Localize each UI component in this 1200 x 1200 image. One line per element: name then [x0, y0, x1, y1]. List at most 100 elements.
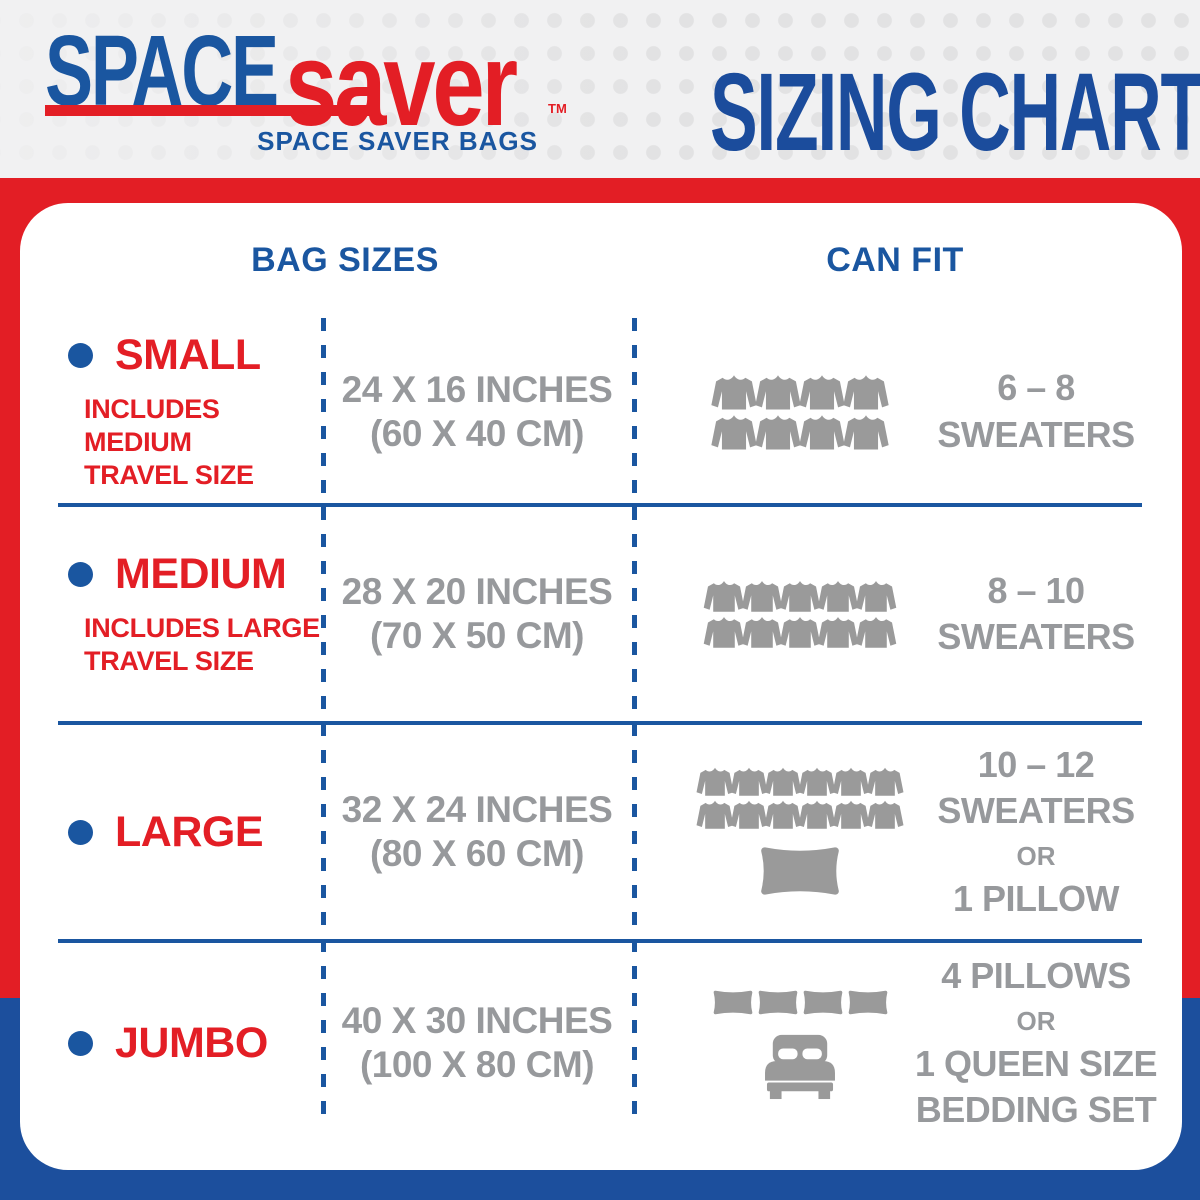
bullet-icon [68, 1030, 93, 1056]
capacity-alt: BEDDING SET [915, 1088, 1157, 1130]
sweater-icons-row [711, 413, 889, 451]
table-row-small: SMALL INCLUDES MEDIUM TRAVEL SIZE 24 X 1… [20, 320, 1182, 503]
logo-tagline: SPACE SAVER BAGS [257, 126, 538, 156]
sweater-icon [799, 374, 845, 410]
column-header-bag-sizes: BAG SIZES [251, 241, 439, 279]
bag-size-name: JUMBO [115, 1018, 268, 1067]
bag-label-cell: SMALL INCLUDES MEDIUM TRAVEL SIZE [68, 320, 323, 503]
note-line: INCLUDES MEDIUM [84, 394, 220, 458]
note-line: TRAVEL SIZE [84, 459, 254, 490]
sweater-icon [764, 800, 802, 829]
sweater-icon [696, 800, 734, 829]
sweater-icon [711, 374, 757, 410]
capacity-icons-cell [630, 320, 970, 503]
capacity-or: OR [1016, 1006, 1056, 1037]
row-separator [58, 721, 1142, 725]
sweater-icon [741, 580, 783, 612]
bag-dimensions-cell: 24 X 16 INCHES (60 X 40 CM) [323, 320, 631, 503]
sweater-icons-row [703, 579, 897, 613]
dimensions-cm: (80 X 60 CM) [369, 833, 585, 874]
sweater-icons-row [711, 373, 889, 411]
sweater-icon [843, 374, 889, 410]
note-line: TRAVEL SIZE [84, 646, 254, 676]
bullet-icon [68, 343, 93, 369]
sweater-icon [855, 580, 897, 612]
sweater-icon [855, 616, 897, 648]
top-banner: SPACE saver TM SPACE SAVER BAGS SIZING C… [0, 0, 1200, 178]
table-row-medium: MEDIUM INCLUDES LARGE TRAVEL SIZE 28 X 2… [20, 507, 1182, 721]
sweater-icons-row [696, 766, 904, 797]
row-separator [58, 939, 1142, 943]
dimensions-inches: 24 X 16 INCHES [341, 368, 613, 410]
column-header-can-fit: CAN FIT [826, 241, 964, 279]
logo-underline [45, 105, 377, 116]
sweater-icon [696, 767, 734, 796]
dimensions-inches: 32 X 24 INCHES [341, 789, 613, 831]
bag-dimensions-cell: 32 X 24 INCHES (80 X 60 CM) [323, 725, 631, 939]
sweater-icon [711, 414, 757, 450]
pillow-icon [803, 990, 842, 1015]
sweater-icon [798, 767, 836, 796]
capacity-range: 4 PILLOWS [941, 955, 1131, 997]
capacity-text-cell: 8 – 10 SWEATERS [896, 507, 1176, 721]
dimensions-inches: 28 X 20 INCHES [341, 571, 613, 613]
bag-size-note: INCLUDES MEDIUM TRAVEL SIZE [84, 393, 323, 492]
dimensions-inches: 40 X 30 INCHES [341, 1000, 613, 1042]
sweater-icon [779, 580, 821, 612]
capacity-icons-cell [630, 943, 970, 1143]
dimensions-cm: (70 X 50 CM) [369, 615, 585, 656]
sweater-icon [817, 580, 859, 612]
sweater-icon [798, 800, 836, 829]
sweater-icon [703, 616, 745, 648]
logo-saver-text: saver [285, 18, 518, 151]
sweater-icon [832, 767, 870, 796]
capacity-alt: 1 QUEEN SIZE [914, 1042, 1158, 1084]
chart-frame: BAG SIZES CAN FIT SMALL INCLUDES MEDIUM … [0, 178, 1200, 1200]
bag-label-cell: JUMBO [68, 943, 323, 1143]
bag-size-name: MEDIUM [115, 550, 287, 599]
bag-size-name: SMALL [115, 331, 261, 380]
sweater-icon [779, 616, 821, 648]
pillow-icon [848, 990, 887, 1015]
table-row-jumbo: JUMBO 40 X 30 INCHES (100 X 80 CM) [20, 943, 1182, 1143]
bag-label-cell: LARGE [68, 725, 323, 939]
trademark-symbol: TM [548, 101, 567, 116]
sweater-icon [741, 616, 783, 648]
capacity-text-cell: 6 – 8 SWEATERS [896, 320, 1176, 503]
pillow-icon [758, 990, 797, 1015]
capacity-alt: 1 PILLOW [953, 877, 1120, 919]
dimensions-cm: (60 X 40 CM) [369, 412, 585, 454]
bullet-icon [68, 819, 93, 845]
sweater-icons-row [703, 615, 897, 649]
sweater-icon [866, 800, 904, 829]
note-line: INCLUDES LARGE [84, 613, 320, 644]
capacity-range: 8 – 10 [987, 569, 1085, 611]
sweater-icon [832, 800, 870, 829]
bag-dimensions-cell: 28 X 20 INCHES (70 X 50 CM) [323, 507, 631, 721]
capacity-icons-cell [630, 725, 970, 939]
sweater-icon [764, 767, 802, 796]
capacity-range: 10 – 12 [977, 744, 1095, 786]
bag-dimensions-cell: 40 X 30 INCHES (100 X 80 CM) [323, 943, 631, 1143]
bullet-icon [68, 562, 93, 588]
capacity-range: 6 – 8 [997, 367, 1075, 409]
capacity-or: OR [1016, 841, 1056, 872]
pillow-icons-row [712, 986, 889, 1019]
capacity-item: SWEATERS [937, 790, 1135, 832]
capacity-text-cell: 4 PILLOWS OR 1 QUEEN SIZE BEDDING SET [896, 943, 1176, 1143]
page-title: SIZING CHART [710, 51, 1200, 174]
bag-size-note: INCLUDES LARGE TRAVEL SIZE [84, 612, 323, 678]
bed-icon [765, 1034, 835, 1100]
sweater-icon [866, 767, 904, 796]
capacity-item: SWEATERS [937, 413, 1135, 455]
table-row-large: LARGE 32 X 24 INCHES (80 X 60 CM) [20, 725, 1182, 939]
row-separator [58, 503, 1142, 507]
sweater-icon [730, 767, 768, 796]
capacity-icons-cell [630, 507, 970, 721]
chart-panel: BAG SIZES CAN FIT SMALL INCLUDES MEDIUM … [20, 203, 1182, 1170]
dimensions-cm: (100 X 80 CM) [359, 1044, 595, 1085]
sweater-icon [843, 414, 889, 450]
sweater-icons-row [696, 799, 904, 830]
sweater-icon [703, 580, 745, 612]
